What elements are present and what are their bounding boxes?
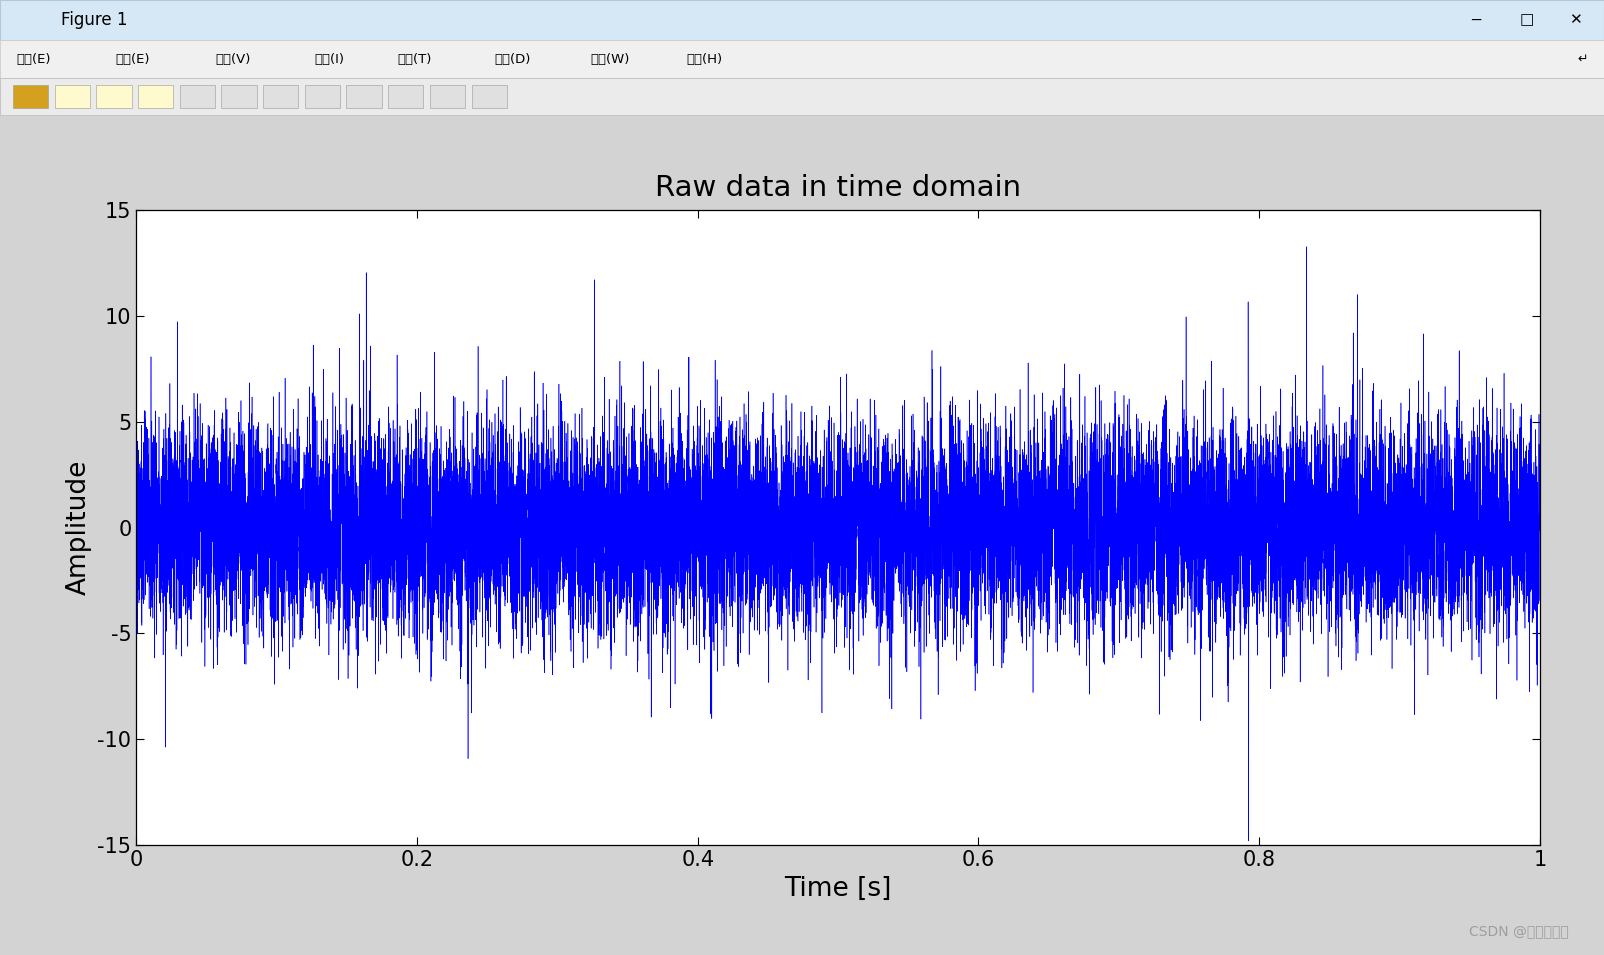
Text: ─: ─ <box>1471 12 1480 28</box>
Text: ↵: ↵ <box>1577 53 1588 66</box>
Text: 窗口(W): 窗口(W) <box>590 53 630 66</box>
Text: 插入(I): 插入(I) <box>314 53 345 66</box>
Text: 文件(E): 文件(E) <box>16 53 51 66</box>
Y-axis label: Amplitude: Amplitude <box>66 460 91 595</box>
Text: CSDN @荔枝科研社: CSDN @荔枝科研社 <box>1469 923 1569 938</box>
Text: 桌面(D): 桌面(D) <box>494 53 531 66</box>
Text: Figure 1: Figure 1 <box>61 11 127 29</box>
Text: 帮助(H): 帮助(H) <box>687 53 723 66</box>
Text: 编辑(E): 编辑(E) <box>115 53 151 66</box>
Text: 工具(T): 工具(T) <box>398 53 431 66</box>
X-axis label: Time [s]: Time [s] <box>784 876 892 902</box>
Title: Raw data in time domain: Raw data in time domain <box>654 174 1022 202</box>
Text: ✕: ✕ <box>1569 12 1582 28</box>
Text: □: □ <box>1521 12 1533 28</box>
Text: 查看(V): 查看(V) <box>215 53 250 66</box>
